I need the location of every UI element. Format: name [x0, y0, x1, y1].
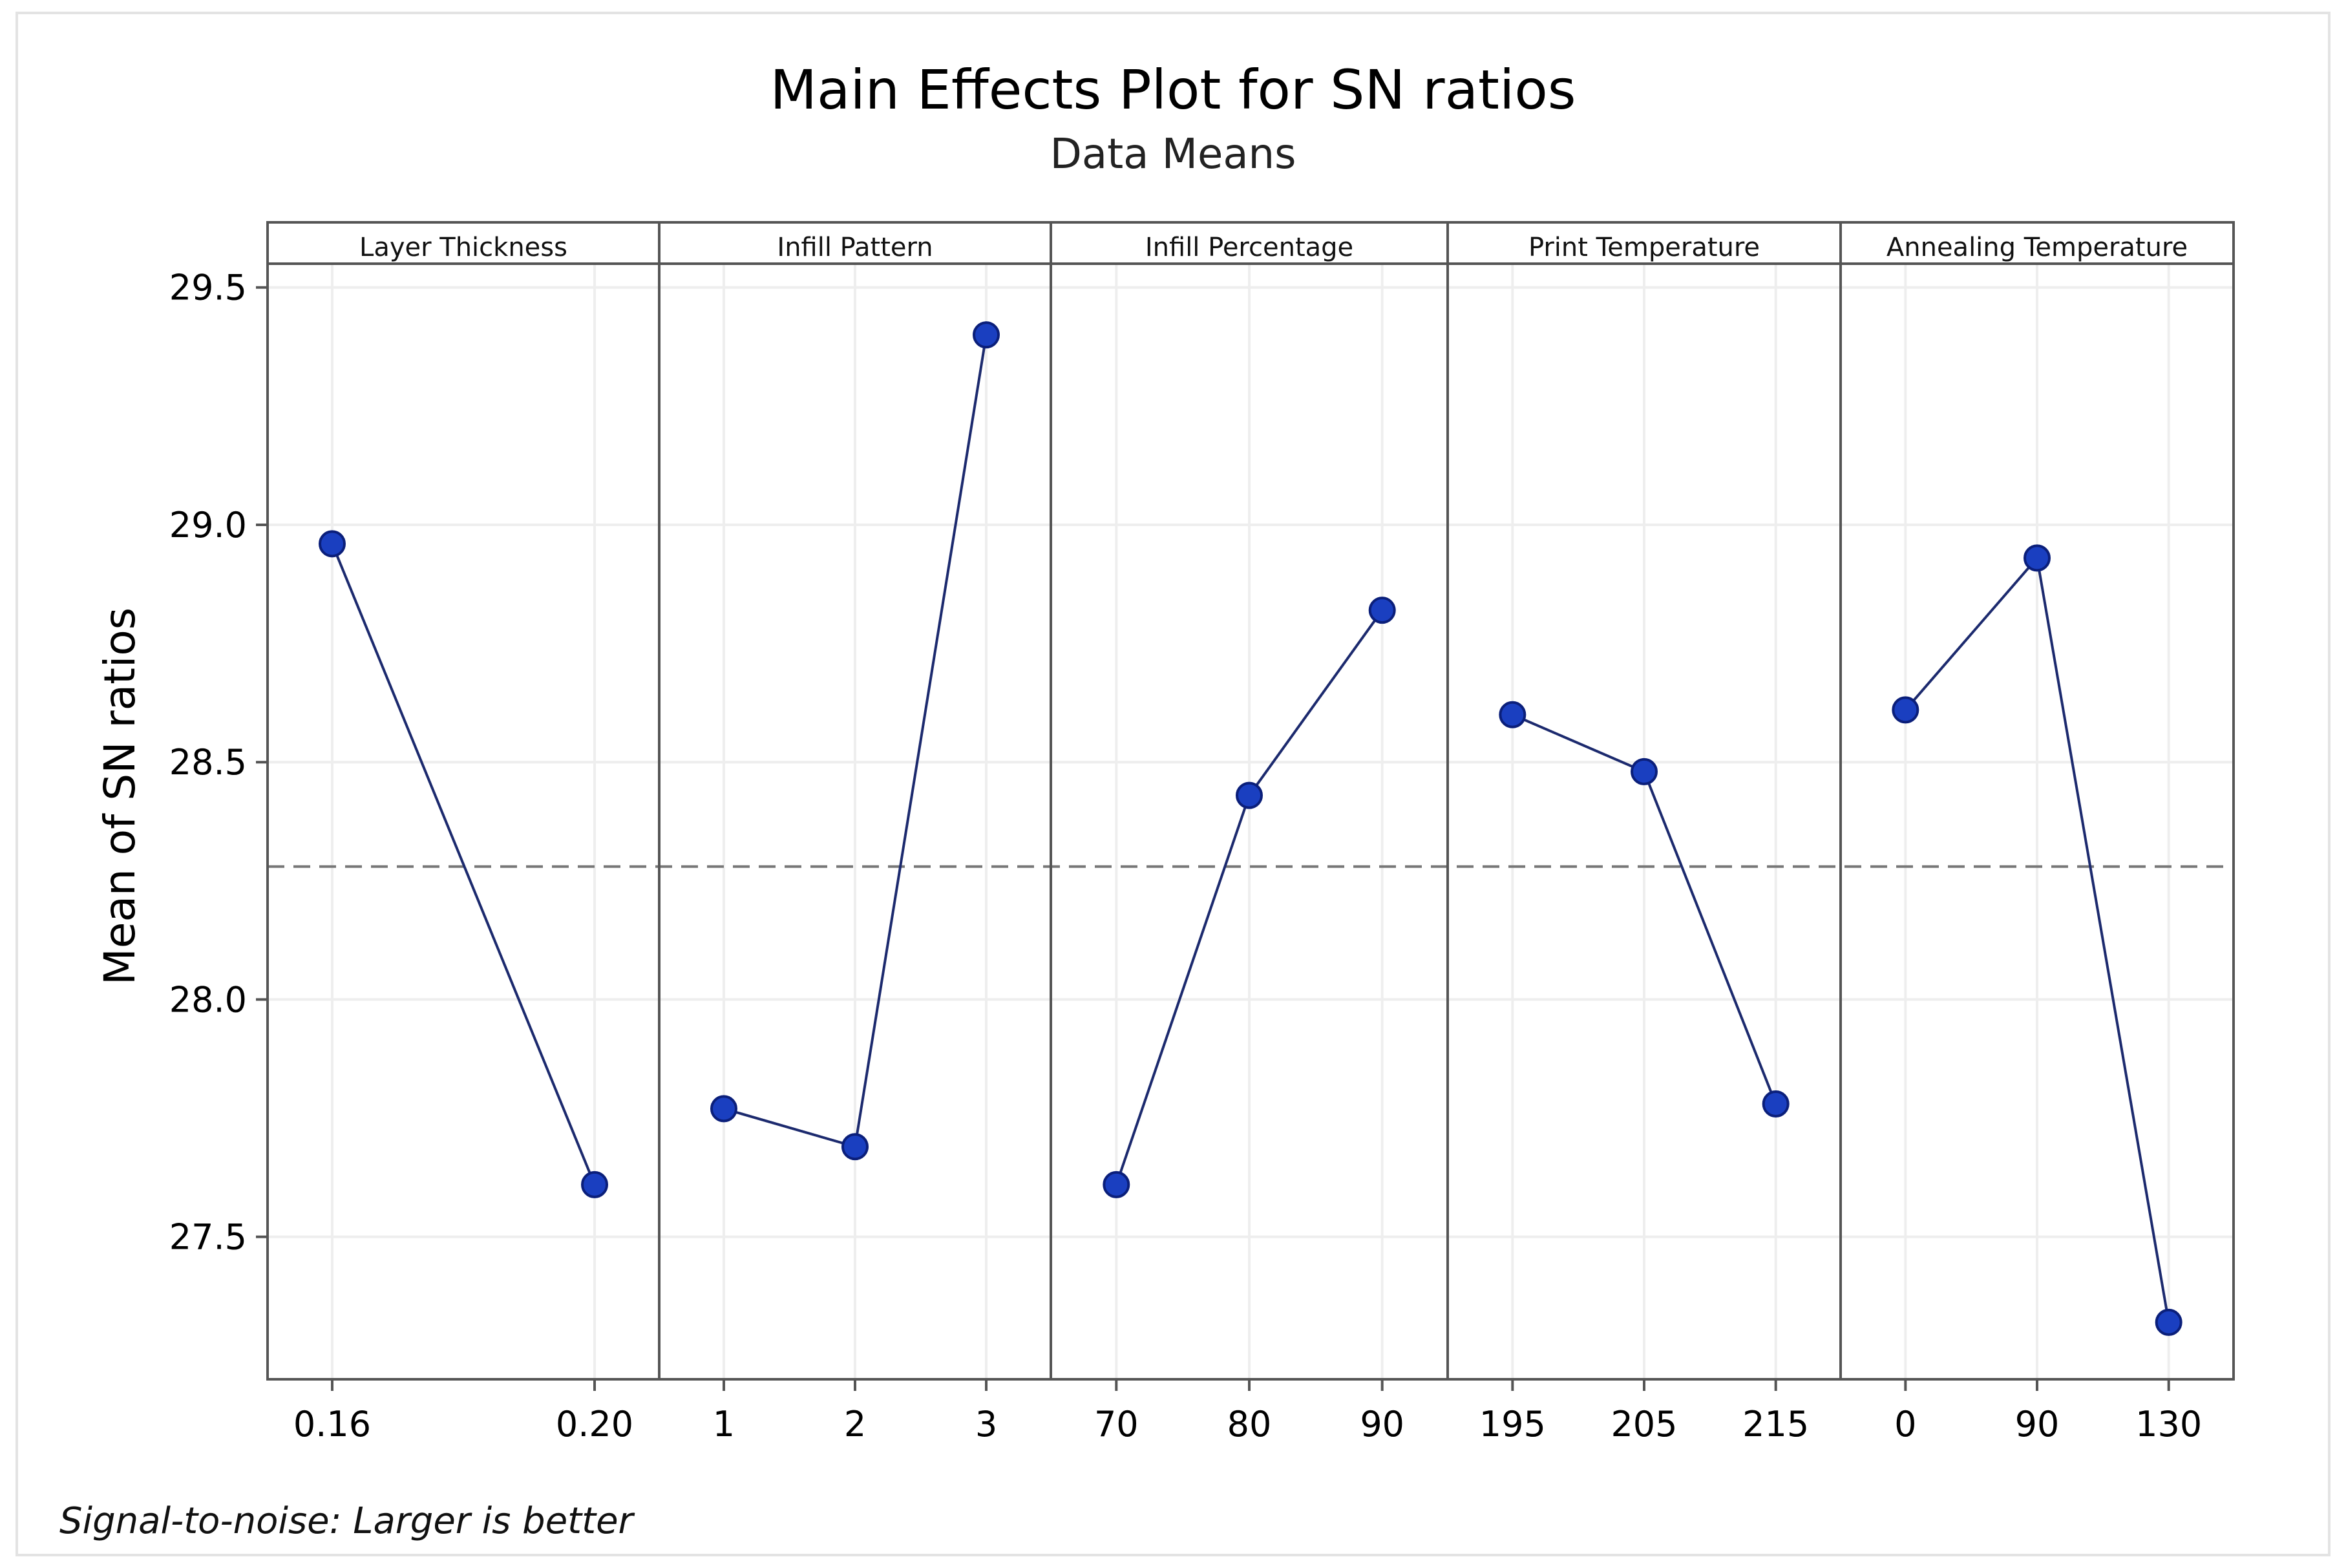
- data-point: [1103, 1171, 1130, 1198]
- data-point: [710, 1095, 737, 1123]
- panel-strip: [658, 221, 1052, 265]
- x-tick-label: 0.20: [556, 1404, 633, 1445]
- y-axis-label: Mean of SN ratios: [95, 608, 145, 985]
- footnote: Signal-to-noise: Larger is better: [59, 1500, 635, 1542]
- data-point: [1762, 1090, 1790, 1118]
- y-tick-label: 28.5: [169, 742, 247, 783]
- panel-label: Layer Thickness: [359, 233, 567, 262]
- y-tick-label: 29.5: [169, 268, 247, 308]
- series-line: [331, 543, 596, 1185]
- x-tick-label: 0.16: [293, 1404, 371, 1445]
- panel-label: Infill Percentage: [1145, 233, 1353, 262]
- x-tick-label: 0: [1894, 1404, 1916, 1445]
- x-tick-label: 130: [2135, 1404, 2202, 1445]
- panel-strip: [266, 221, 660, 265]
- data-point: [1892, 696, 1919, 724]
- data-point: [2024, 544, 2051, 572]
- panel-strip: [1446, 221, 1842, 265]
- x-tick-label: 70: [1094, 1404, 1139, 1445]
- y-tick-label: 28.0: [169, 979, 247, 1020]
- data-point: [1368, 597, 1396, 624]
- data-point: [973, 321, 1000, 349]
- x-tick-label: 205: [1611, 1404, 1677, 1445]
- x-tick-label: 195: [1479, 1404, 1546, 1445]
- x-tick-label: 2: [844, 1404, 866, 1445]
- data-point: [2155, 1308, 2182, 1336]
- plot-area: Layer Thickness 0.16 0.20 Infill Pattern 1 2 3…: [169, 221, 2235, 1445]
- x-tick-label: 90: [1360, 1404, 1404, 1445]
- x-tick-label: 215: [1742, 1404, 1809, 1445]
- y-tick-label: 29.0: [169, 505, 247, 546]
- x-tick-label: 80: [1227, 1404, 1272, 1445]
- chart-title: Main Effects Plot for SN ratios: [770, 58, 1576, 122]
- outer-border: [16, 12, 2330, 1556]
- y-tick-label: 27.5: [169, 1217, 247, 1258]
- chart-subtitle: Data Means: [1050, 131, 1296, 178]
- panel-strip: [1050, 221, 1449, 265]
- x-tick-label: 1: [713, 1404, 735, 1445]
- panel-strip: [1839, 221, 2235, 265]
- data-point: [1631, 758, 1658, 785]
- panel-label: Annealing Temperature: [1886, 233, 2188, 262]
- x-tick-label: 90: [2015, 1404, 2060, 1445]
- data-point: [1236, 781, 1263, 809]
- data-point: [841, 1133, 869, 1161]
- data-point: [318, 530, 346, 558]
- data-point: [581, 1171, 609, 1198]
- panel-label: Print Temperature: [1528, 233, 1760, 262]
- panel-label: Infill Pattern: [777, 233, 933, 262]
- x-tick-label: 3: [975, 1404, 997, 1445]
- data-point: [1499, 701, 1527, 728]
